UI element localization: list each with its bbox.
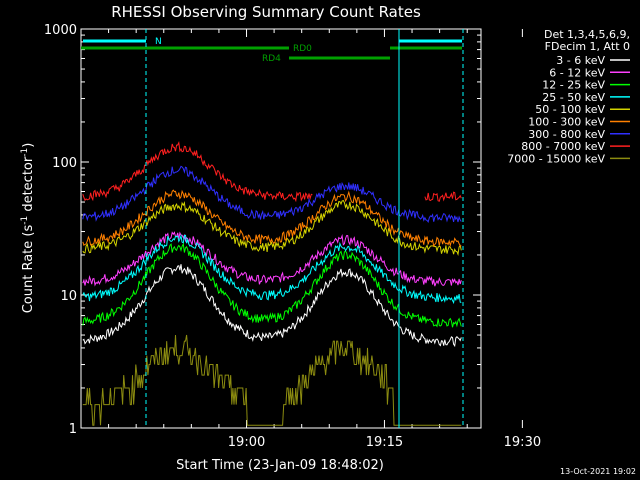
legend-entry-label: 12 - 25 keV — [542, 79, 605, 92]
x-tick-label: 19:30 — [504, 435, 541, 450]
legend: Det 1,3,4,5,6,9,FDecim 1, Att 03 - 6 keV… — [507, 28, 630, 165]
legend-header: FDecim 1, Att 0 — [545, 40, 630, 53]
y-tick-label: 1000 — [44, 23, 77, 38]
legend-entry-label: 3 - 6 keV — [556, 54, 605, 67]
series-line — [82, 140, 462, 203]
x-axis-label: Start Time (23-Jan-09 18:48:02) — [176, 458, 384, 473]
series-line — [82, 242, 462, 328]
legend-entry-label: 6 - 12 keV — [549, 66, 605, 79]
series-line — [82, 199, 462, 257]
y-tick-label: 1 — [69, 422, 77, 437]
x-tick-label: 19:00 — [228, 435, 265, 450]
legend-entry-label: 50 - 100 keV — [535, 103, 605, 116]
legend-entry-label: 300 - 800 keV — [528, 128, 605, 141]
legend-entry-label: 25 - 50 keV — [542, 91, 605, 104]
y-tick-label: 10 — [60, 289, 77, 304]
legend-entry-label: 7000 - 15000 keV — [507, 152, 605, 165]
series-group — [82, 140, 462, 426]
series-line — [82, 334, 462, 426]
y-axis-label-sup2: -1 — [20, 148, 30, 157]
legend-header: Det 1,3,4,5,6,9, — [544, 28, 630, 41]
series-line — [82, 189, 462, 248]
series-line — [82, 231, 462, 287]
y-axis-label-end: detector — [21, 156, 36, 216]
timestamp: 13-Oct-2021 19:02 — [560, 467, 636, 476]
legend-entry-label: 800 - 7000 keV — [521, 140, 605, 153]
annotation-label-n: N — [155, 37, 162, 47]
y-tick-label: 100 — [52, 156, 77, 171]
y-axis-label-main: Count Rate (s — [21, 225, 36, 314]
plot-frame — [80, 28, 482, 429]
legend-entry-label: 100 - 300 keV — [528, 116, 605, 129]
y-axis-label-sup: -1 — [20, 216, 30, 225]
annotation-label-rd0: RD0 — [293, 44, 312, 54]
annotation-label-rd4: RD4 — [262, 54, 281, 64]
chart-title: RHESSI Observing Summary Count Rates — [111, 3, 421, 21]
x-tick-label: 19:15 — [366, 435, 403, 450]
annotations: N RD0 RD4 — [81, 29, 464, 428]
y-axis-label-close: ) — [21, 143, 36, 148]
y-axis-label: Count Rate (s-1 detector-1) — [20, 143, 36, 314]
